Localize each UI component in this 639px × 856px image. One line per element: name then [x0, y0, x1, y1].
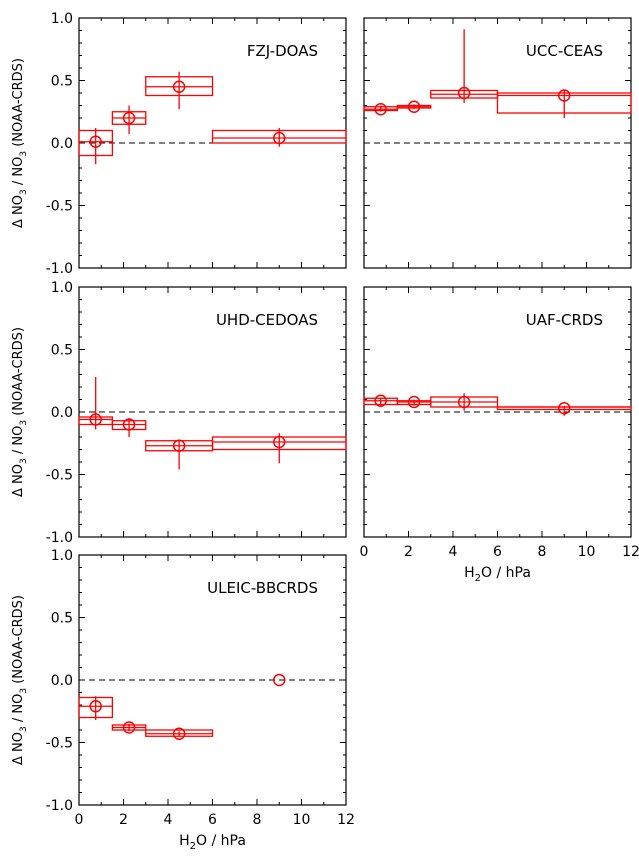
panel-title: UHD-CEDOAS [216, 311, 318, 329]
y-axis-label: Δ NO3 / NO3 (NOAA-CRDS) [11, 595, 29, 765]
data-point-marker [89, 700, 102, 713]
x-axis-label: H2O / hPa [179, 833, 246, 852]
y-tick-label: 0.5 [51, 611, 73, 627]
data-point-marker [172, 80, 186, 93]
x-tick-label: 4 [449, 544, 458, 560]
y-tick-label: 0.0 [51, 405, 73, 421]
y-axis-label: Δ NO3 / NO3 (NOAA-CRDS) [11, 58, 29, 228]
chart-panel: -1.0 -0.5 0.0 0.5 1.0 Δ NO3 / NO3 (NOAA-CRDS)… [11, 11, 347, 277]
data-point-marker [558, 402, 571, 415]
x-tick-label: 2 [404, 544, 413, 560]
data-point-marker [122, 418, 136, 431]
data-point-marker [273, 435, 286, 449]
chart-panel: UCC-CEAS [363, 17, 632, 269]
x-tick-label: 10 [578, 544, 596, 560]
chart-panel: -1.0 -0.5 0.0 0.5 1.0 0 2 4 6 8 10 12 H2O / hPa Δ NO3… [11, 548, 355, 852]
x-tick-label: 0 [360, 544, 369, 560]
y-tick-label: 0.0 [51, 673, 73, 689]
data-point-marker [89, 135, 102, 148]
panel-title: ULEIC-BBCRDS [207, 579, 318, 597]
data-point-marker [172, 727, 186, 740]
x-tick-label: 8 [538, 544, 547, 560]
y-tick-label: 0.0 [51, 136, 73, 152]
y-tick-label: -0.5 [46, 468, 73, 484]
y-tick-label: 0.5 [51, 343, 73, 359]
data-point-marker [374, 103, 387, 116]
x-tick-label: 12 [622, 544, 639, 560]
x-tick-label: 0 [75, 812, 84, 828]
data-point-marker [122, 111, 136, 125]
panel-title: UCC-CEAS [526, 42, 603, 60]
x-tick-label: 8 [253, 812, 262, 828]
chart-panel: 0 2 4 6 8 10 12 H2O / hPa UAF-CRDS [360, 286, 639, 584]
x-tick-label: 10 [293, 812, 311, 828]
y-tick-label: 1.0 [51, 548, 73, 564]
y-tick-label: 0.5 [51, 74, 73, 90]
data-point-marker [273, 131, 286, 145]
x-tick-label: 2 [119, 812, 128, 828]
data-point-marker [457, 395, 471, 409]
data-point-marker [558, 89, 571, 102]
x-axis-label: H2O / hPa [464, 565, 531, 584]
y-tick-label: -0.5 [46, 736, 73, 752]
data-point-marker [374, 394, 387, 407]
x-tick-label: 6 [208, 812, 217, 828]
x-tick-label: 12 [337, 812, 355, 828]
data-point-marker [407, 395, 421, 409]
y-axis-label: Δ NO3 / NO3 (NOAA-CRDS) [11, 327, 29, 497]
x-tick-label: 4 [164, 812, 173, 828]
y-tick-label: 1.0 [51, 280, 73, 296]
panel-title: FZJ-DOAS [247, 42, 318, 60]
data-point-marker [89, 413, 102, 426]
y-tick-label: -1.0 [46, 530, 73, 546]
data-point-marker [172, 439, 186, 452]
data-point-marker [122, 721, 136, 734]
panel-title: UAF-CRDS [526, 311, 603, 329]
data-point-marker [273, 673, 286, 687]
chart-panel: -1.0 -0.5 0.0 0.5 1.0 Δ NO3 / NO3 (NOAA-CRDS)… [11, 280, 347, 546]
y-tick-label: 1.0 [51, 11, 73, 27]
y-tick-label: -1.0 [46, 261, 73, 277]
y-tick-label: -1.0 [46, 798, 73, 814]
x-tick-label: 6 [493, 544, 502, 560]
data-point-marker [457, 86, 471, 100]
data-point-marker [407, 100, 421, 113]
y-tick-label: -0.5 [46, 199, 73, 215]
